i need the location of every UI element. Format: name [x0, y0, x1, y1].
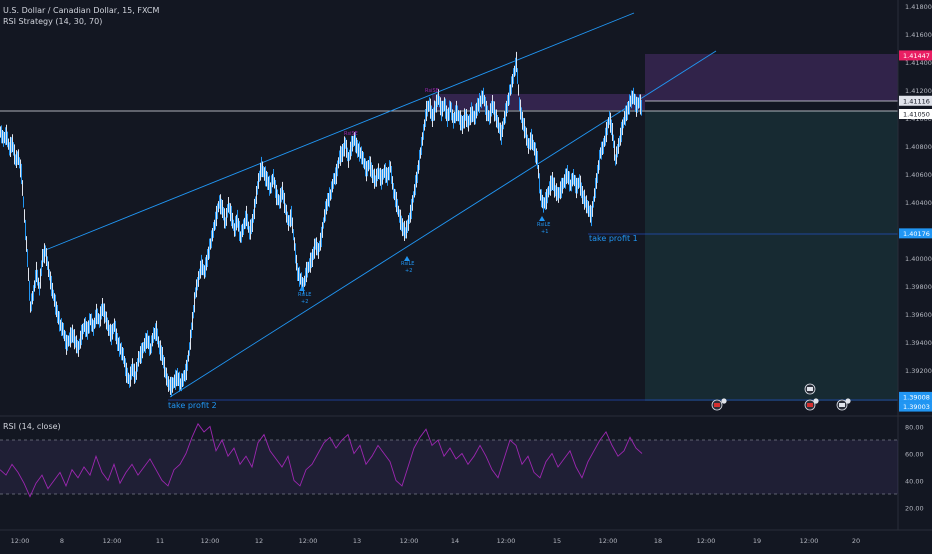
time-tick-label: 20 — [852, 537, 860, 545]
time-tick-label: 19 — [753, 537, 761, 545]
time-tick-label: 12:00 — [299, 537, 318, 545]
time-tick-label: 12:00 — [697, 537, 716, 545]
event-flag-icon[interactable] — [804, 398, 819, 411]
stop-zone — [645, 54, 898, 101]
time-tick-label: 12:00 — [11, 537, 30, 545]
price-tag-label: 1.39008 — [903, 393, 930, 401]
long-entry-label: RsiLE — [298, 292, 311, 298]
time-tick-label: 12:00 — [201, 537, 220, 545]
price-tick-label: 1.39600 — [905, 311, 932, 319]
price-tag-label: 1.39003 — [903, 403, 930, 411]
price-tick-label: 1.39400 — [905, 339, 932, 347]
time-tick-label: 15 — [553, 537, 561, 545]
target-zone — [645, 111, 898, 401]
rsi-line — [0, 422, 643, 498]
price-series — [0, 51, 642, 397]
event-flag-icon[interactable] — [711, 398, 727, 411]
price-tags: 1.41447 1.41116 1.41050 1.40176 1.39008 1.390… — [899, 50, 932, 412]
short-entry-label: RsiSE — [425, 88, 439, 94]
price-tick-label: 1.41800 — [905, 3, 932, 11]
time-tick-label: 12 — [255, 537, 263, 545]
long-entry-qty: +1 — [541, 229, 548, 235]
time-tick-label: 18 — [654, 537, 662, 545]
price-tag-bg — [899, 401, 932, 412]
price-tick-label: 1.39200 — [905, 367, 932, 375]
entry-arrow-icon — [539, 216, 545, 221]
event-flag-icon[interactable] — [836, 398, 851, 411]
price-tag-bg — [899, 50, 932, 61]
price-tag-bg — [899, 391, 932, 402]
price-tag-label: 1.41447 — [903, 52, 930, 60]
symbol-title: U.S. Dollar / Canadian Dollar, 15, FXCM — [3, 6, 160, 15]
time-tick-label: 12:00 — [497, 537, 516, 545]
price-tick-label: 1.40400 — [905, 199, 932, 207]
take-profit-1-label: take profit 1 — [589, 234, 638, 243]
time-tick-label: 11 — [156, 537, 164, 545]
strategy-title: RSI Strategy (14, 30, 70) — [3, 17, 103, 26]
event-flag-icon[interactable] — [804, 383, 816, 395]
time-tick-label: 12:00 — [800, 537, 819, 545]
time-tick-label: 14 — [451, 537, 459, 545]
price-tag-label: 1.40176 — [903, 230, 930, 238]
price-tag-label: 1.41050 — [903, 111, 930, 119]
rsi-title: RSI (14, close) — [3, 422, 61, 431]
time-tick-label: 12:00 — [103, 537, 122, 545]
time-tick-label: 13 — [353, 537, 361, 545]
take-profit-2-label: take profit 2 — [168, 401, 217, 410]
long-entry-label: RsiLE — [401, 261, 414, 267]
rsi-axis[interactable]: 80.00 60.00 40.00 20.00 — [905, 424, 924, 513]
price-tick-label: 1.41600 — [905, 31, 932, 39]
short-entry-label: RsiSE — [344, 131, 358, 137]
long-entry-qty: +2 — [405, 268, 412, 274]
entry-arrow-icon — [404, 256, 410, 261]
time-tick-label: 8 — [60, 537, 64, 545]
price-tick-label: 1.41200 — [905, 87, 932, 95]
long-entry-qty: +2 — [301, 299, 308, 305]
price-tick-label: 1.39800 — [905, 283, 932, 291]
price-tag-bg — [899, 109, 932, 119]
rsi-series — [0, 422, 643, 498]
rsi-tick-label: 60.00 — [905, 451, 924, 459]
rsi-tick-label: 80.00 — [905, 424, 924, 432]
entry-zone — [432, 94, 645, 110]
entry-arrow-icon — [299, 286, 305, 291]
price-tag-bg — [899, 95, 932, 106]
price-tick-label: 1.40800 — [905, 143, 932, 151]
time-tick-label: 12:00 — [400, 537, 419, 545]
rsi-tick-label: 40.00 — [905, 478, 924, 486]
price-tick-label: 1.41400 — [905, 59, 932, 67]
price-tick-label: 1.40600 — [905, 171, 932, 179]
time-axis[interactable]: 12:00 8 12:00 11 12:00 12 12:00 13 12:00 14 12:00 1… — [11, 537, 861, 545]
price-tag-label: 1.41116 — [903, 97, 930, 105]
rsi-tick-label: 20.00 — [905, 505, 924, 513]
long-entry-label: RsiLE — [537, 222, 550, 228]
channel-upper-line — [42, 12, 635, 252]
rsi-band-background — [0, 440, 898, 494]
price-tick-label: 1.40000 — [905, 255, 932, 263]
time-tick-label: 12:00 — [599, 537, 618, 545]
price-tag-bg — [899, 228, 932, 239]
